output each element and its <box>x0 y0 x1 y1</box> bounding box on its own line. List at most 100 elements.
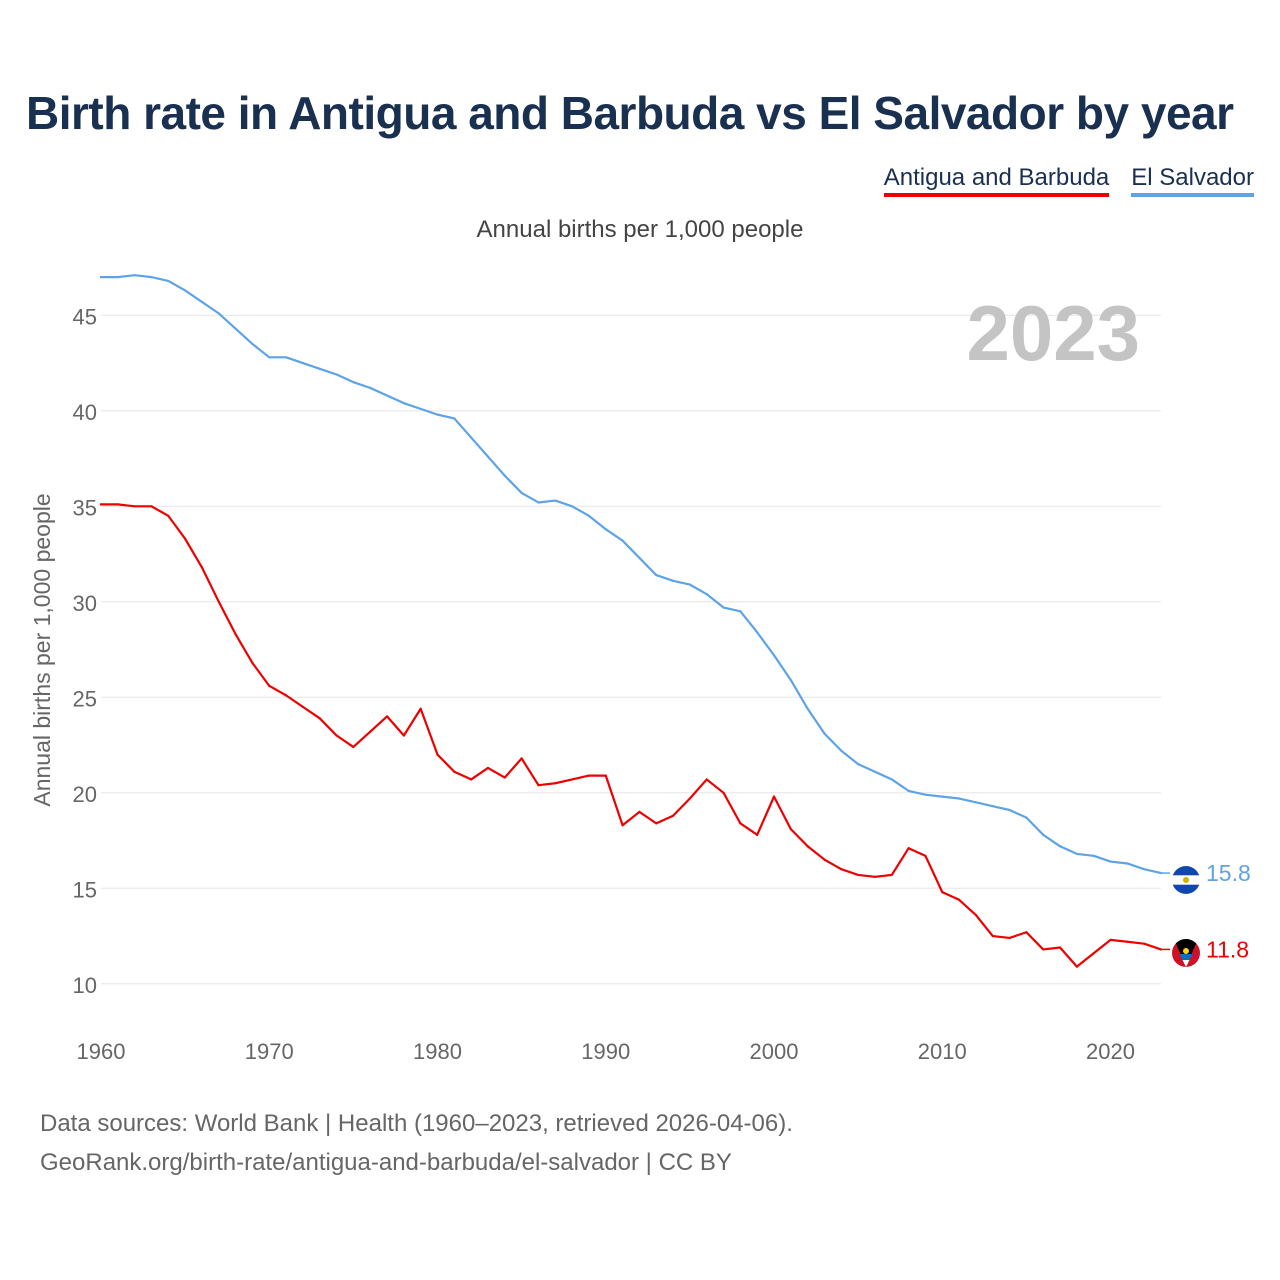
data-point <box>470 436 473 439</box>
series-line-el-salvador <box>99 274 1163 875</box>
legend: Antigua and Barbuda El Salvador <box>883 164 1254 197</box>
data-point <box>284 694 288 697</box>
data-point <box>873 770 877 773</box>
data-point <box>1058 946 1062 949</box>
data-point <box>133 505 136 508</box>
data-point <box>301 361 305 365</box>
data-point <box>890 873 893 877</box>
data-point <box>1042 833 1045 836</box>
data-point <box>974 801 978 804</box>
data-point <box>1058 845 1062 848</box>
x-tick-label: 1980 <box>413 1039 462 1064</box>
data-point <box>217 312 220 315</box>
x-axis-ticks: 1960 1970 1980 1990 2000 2010 2020 <box>77 1039 1135 1064</box>
data-point <box>823 732 826 735</box>
end-markers <box>1172 866 1200 967</box>
data-point <box>150 505 153 508</box>
data-point <box>184 289 187 292</box>
data-point <box>436 413 439 416</box>
data-point <box>621 824 624 827</box>
data-point <box>1092 952 1095 955</box>
data-point <box>941 795 944 798</box>
data-point <box>385 715 389 718</box>
data-point <box>756 833 759 836</box>
end-value-label-antigua-and-barbuda: 11.8 <box>1206 936 1249 962</box>
data-point <box>1126 862 1129 865</box>
data-point <box>705 593 708 596</box>
data-point <box>251 661 254 665</box>
data-point <box>991 934 994 938</box>
data-point <box>1109 860 1112 863</box>
data-point <box>486 455 490 458</box>
data-point <box>537 784 540 787</box>
data-point <box>453 417 456 420</box>
data-point <box>789 679 792 682</box>
data-point <box>772 654 776 657</box>
data-point <box>234 327 237 330</box>
data-point <box>1075 965 1078 968</box>
data-point <box>537 501 540 504</box>
y-tick-label: 45 <box>73 304 97 329</box>
x-tick-label: 1990 <box>581 1039 630 1064</box>
data-point <box>924 854 927 857</box>
y-tick-label: 10 <box>73 973 97 998</box>
data-point <box>503 474 506 477</box>
y-tick-label: 20 <box>73 782 97 807</box>
data-point <box>823 858 826 861</box>
data-point <box>1025 931 1028 934</box>
data-point <box>554 782 557 785</box>
el-salvador-flag-icon <box>1172 866 1200 894</box>
data-point <box>335 734 338 737</box>
data-point <box>857 873 860 877</box>
x-tick-label: 1960 <box>77 1039 126 1064</box>
data-point <box>284 356 288 359</box>
data-point <box>857 763 860 766</box>
data-point <box>318 717 321 720</box>
year-indicator: 2023 <box>966 289 1140 377</box>
gridlines <box>101 314 1161 985</box>
legend-item-el-salvador[interactable]: El Salvador <box>1131 164 1254 197</box>
data-point <box>369 386 372 389</box>
data-point <box>621 539 624 542</box>
data-point <box>671 814 675 817</box>
data-point <box>554 499 557 502</box>
data-point <box>655 822 658 825</box>
x-tick-label: 1970 <box>245 1039 294 1064</box>
data-point <box>369 730 372 733</box>
data-point <box>436 753 439 756</box>
data-point <box>739 610 742 613</box>
data-point <box>1143 868 1146 871</box>
legend-item-antigua-and-barbuda[interactable]: Antigua and Barbuda <box>883 164 1110 197</box>
data-point <box>234 633 237 636</box>
data-point <box>638 810 641 814</box>
data-point <box>1008 936 1011 940</box>
data-point <box>772 795 776 798</box>
data-point <box>419 707 422 710</box>
data-point <box>99 503 103 506</box>
data-point <box>402 734 405 737</box>
y-tick-label: 40 <box>73 400 97 425</box>
data-point <box>587 774 591 777</box>
data-point <box>116 503 119 506</box>
data-point <box>571 778 574 781</box>
page-title: Birth rate in Antigua and Barbuda vs El … <box>26 87 1234 139</box>
data-point <box>756 631 759 634</box>
data-point <box>486 766 490 770</box>
data-source-note: Data sources: World Bank | Health (1960–… <box>40 1110 793 1137</box>
data-point <box>688 583 691 586</box>
source-url: GeoRank.org/birth-rate/antigua-and-barbu… <box>40 1149 732 1176</box>
data-point <box>924 793 927 796</box>
data-point <box>352 381 355 384</box>
data-point <box>671 579 675 582</box>
chart-subtitle: Annual births per 1,000 people <box>476 216 804 243</box>
data-point <box>184 537 187 540</box>
data-point <box>167 279 170 283</box>
y-axis-label: Annual births per 1,000 people <box>29 493 55 806</box>
y-tick-label: 35 <box>73 495 97 520</box>
data-point <box>520 757 523 760</box>
y-tick-label: 30 <box>73 591 97 616</box>
end-labels: 11.8 15.8 <box>1206 860 1251 962</box>
x-tick-label: 2020 <box>1086 1039 1135 1064</box>
data-point <box>520 491 523 495</box>
x-tick-label: 2010 <box>918 1039 967 1064</box>
